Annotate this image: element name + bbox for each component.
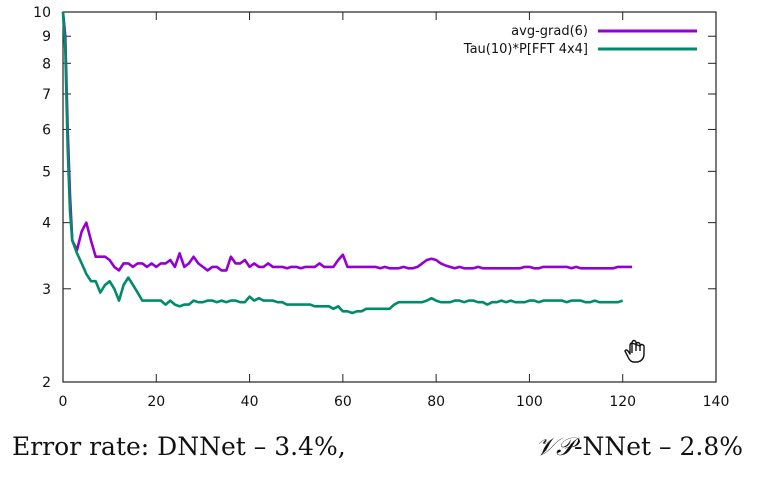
y-tick-label: 2 [42,375,51,391]
y-tick-label: 3 [42,282,51,298]
x-tick-label: 100 [516,394,543,410]
series-line-0 [61,11,632,272]
y-tick-label: 8 [42,56,51,72]
y-tick-label: 6 [42,122,51,138]
chart: 2 3 4 5 6 7 8 9 10 0 20 40 60 80 100 120 140 avg-grad(6… [33,5,730,410]
caption-vp-prefix: 𝒱𝒫 [535,432,575,461]
legend: avg-grad(6) Tau(10)*P[FFT 4x4] [463,24,697,57]
caption-dnnet: Error rate: DNNet – 3.4%, [12,432,346,461]
y-tick-label: 10 [33,5,51,21]
caption-vpnnet: 𝒱𝒫-NNet – 2.8% [535,432,743,462]
x-tick-label: 0 [59,394,68,410]
caption: Error rate: DNNet – 3.4%, 𝒱𝒫-NNet – 2.8% [12,432,757,476]
x-tick-label: 120 [609,394,636,410]
x-tick-label: 80 [427,394,445,410]
y-tick-label: 7 [42,87,51,103]
y-tick-label: 9 [42,29,51,45]
plot-frame [62,11,717,383]
hand-cursor-icon [624,339,645,363]
legend-label-0: avg-grad(6) [511,24,588,39]
y-tick-label: 4 [42,216,51,232]
caption-vpnnet-text: -NNet – 2.8% [574,432,743,461]
x-axis: 0 20 40 60 80 100 120 140 [59,12,730,410]
legend-label-1: Tau(10)*P[FFT 4x4] [463,42,588,57]
x-tick-label: 140 [703,394,730,410]
x-tick-label: 40 [241,394,259,410]
y-tick-label: 5 [42,164,51,180]
x-tick-label: 20 [147,394,165,410]
series-line-1 [61,11,624,315]
x-tick-label: 60 [334,394,352,410]
y-axis: 2 3 4 5 6 7 8 9 10 [33,5,716,391]
series-lines [61,11,632,315]
